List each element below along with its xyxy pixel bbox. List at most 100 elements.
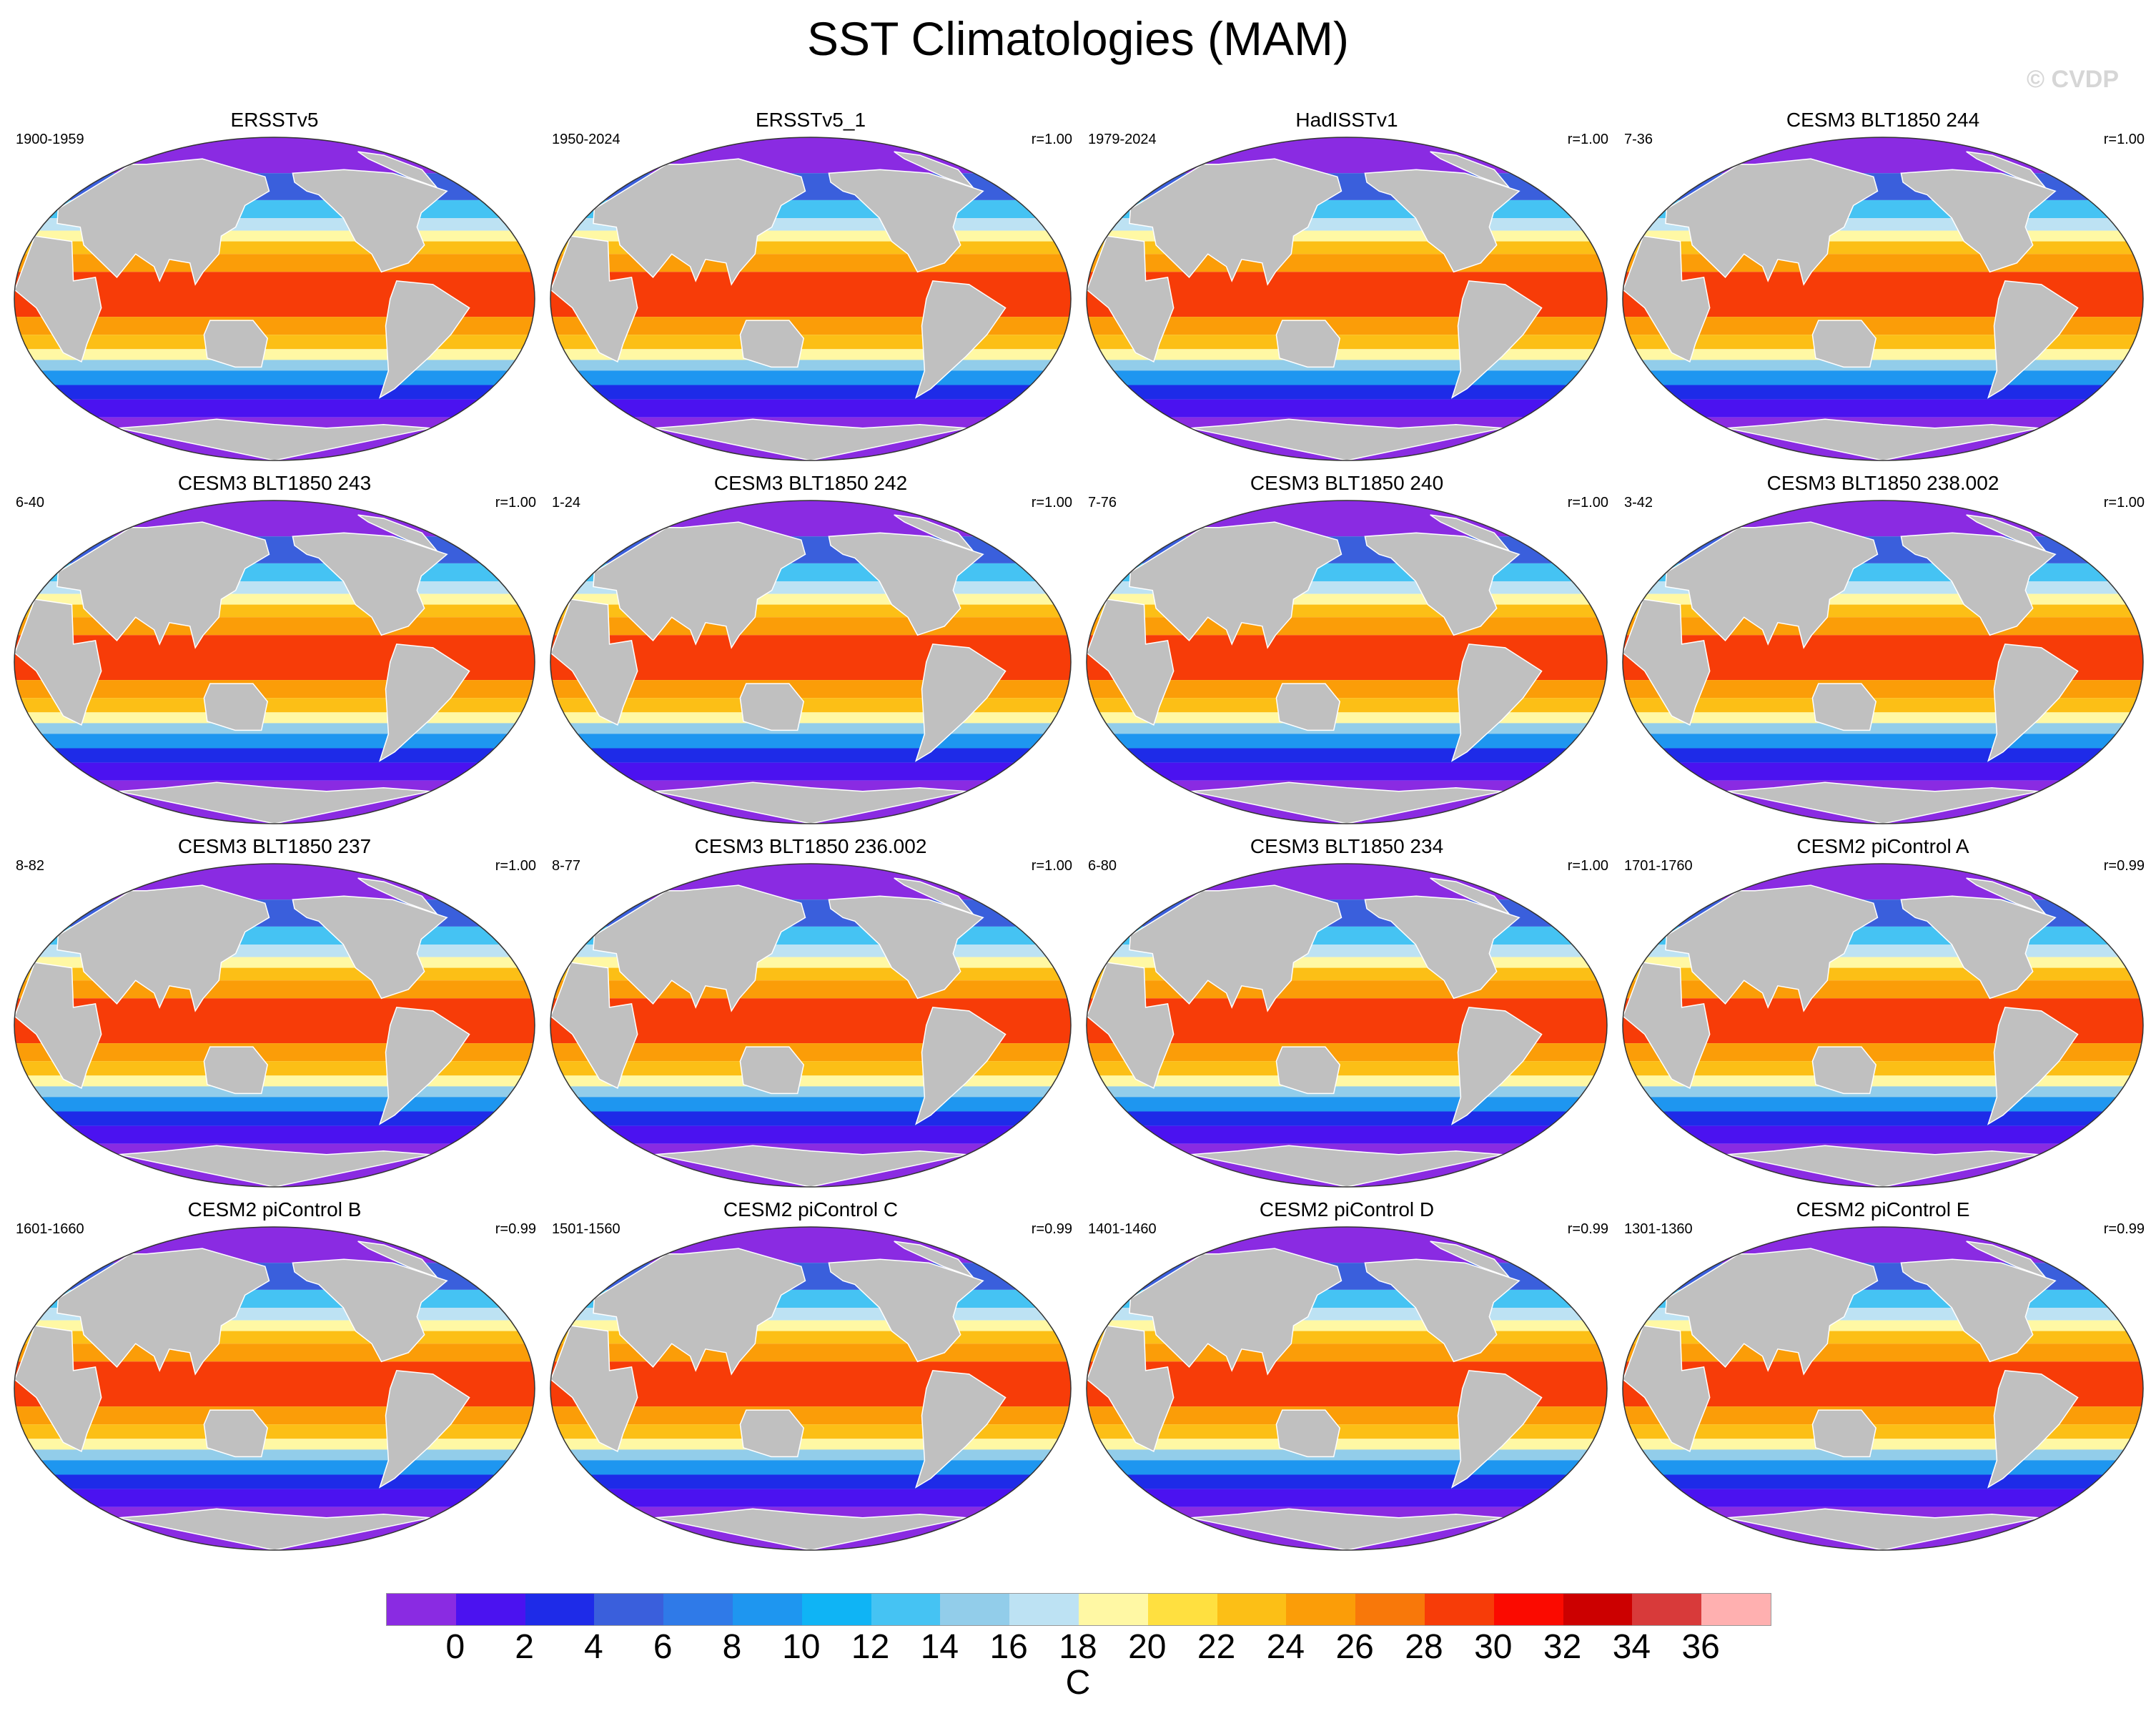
- colorbar-tick-label: 0: [445, 1628, 465, 1666]
- south-america-land: [914, 280, 1007, 399]
- sst-band: [1623, 1097, 2143, 1112]
- asia-europe-land: [1129, 158, 1342, 286]
- australia-land: [1275, 1046, 1341, 1095]
- north-america-land: [292, 895, 448, 1000]
- greenland-land: [1966, 877, 2047, 915]
- north-america-land: [1900, 532, 2057, 636]
- sst-map: [1622, 137, 2144, 461]
- australia-land: [1275, 320, 1341, 368]
- sst-band: [1623, 1474, 2143, 1489]
- sst-band: [550, 617, 1071, 636]
- sst-band: [1623, 712, 2143, 724]
- colorbar-segment: [455, 1594, 525, 1625]
- asia-europe-land: [1665, 1248, 1879, 1376]
- south-america-land: [1987, 1007, 2079, 1125]
- panel-title: CESM2 piControl D: [1259, 1198, 1435, 1221]
- figure-title: SST Climatologies (MAM): [807, 12, 1349, 65]
- sst-band: [14, 1439, 535, 1450]
- colorbar-ticks: 0 2 4 6 8 10 12 14 16 18 20 22 24 26 28 30 32 34 36: [386, 1627, 1770, 1670]
- sst-band: [550, 1227, 1071, 1263]
- panel-title: CESM3 BLT1850 244: [1786, 109, 1980, 131]
- antarctica-land: [654, 1508, 967, 1550]
- north-america-land: [1900, 895, 2057, 1000]
- africa-land: [1623, 1325, 1711, 1452]
- sst-band: [1087, 349, 1607, 360]
- panel-title: CESM2 piControl E: [1796, 1198, 1970, 1221]
- greenland-land: [1966, 514, 2047, 552]
- map-outline: [14, 500, 535, 824]
- australia-land: [739, 1409, 805, 1458]
- sst-band: [1623, 1086, 2143, 1098]
- south-america-land: [378, 280, 470, 399]
- colorbar: [386, 1593, 1771, 1626]
- antarctica-land: [118, 781, 431, 824]
- colorbar-segment: [801, 1594, 871, 1625]
- panel-correlation: r=0.99: [2103, 1221, 2145, 1237]
- panel-title: HadISSTv1: [1295, 109, 1398, 131]
- sst-band: [1087, 1075, 1607, 1087]
- sst-band: [550, 748, 1071, 763]
- panel-title: CESM2 piControl A: [1796, 835, 1969, 857]
- sst-map: [1086, 500, 1608, 824]
- antarctica-land: [118, 1508, 431, 1550]
- south-america-land: [378, 1370, 470, 1489]
- antarctica-land: [1726, 1145, 2039, 1187]
- sst-map: [550, 137, 1072, 461]
- africa-land: [550, 962, 638, 1089]
- sst-band: [1087, 734, 1607, 749]
- panel-period: 8-82: [16, 858, 45, 874]
- panel-title: CESM3 BLT1850 240: [1250, 472, 1444, 494]
- sst-band: [14, 1111, 535, 1126]
- africa-land: [14, 962, 102, 1089]
- map-panel: CESM3 BLT1850 240 7-76 r=1.00: [1078, 472, 1616, 829]
- sst-band: [550, 1489, 1071, 1507]
- sst-band: [1623, 723, 2143, 734]
- sst-band: [1087, 712, 1607, 724]
- map-outline: [1086, 137, 1608, 461]
- colorbar-tick-label: 20: [1128, 1628, 1167, 1666]
- panel-correlation: r=0.99: [1567, 1221, 1608, 1237]
- north-america-land: [828, 1258, 984, 1363]
- colorbar-tick-label: 8: [722, 1628, 742, 1666]
- colorbar-tick-label: 30: [1474, 1628, 1513, 1666]
- africa-land: [1623, 962, 1711, 1089]
- map-outline: [1622, 1226, 2144, 1551]
- sst-map: [1622, 863, 2144, 1188]
- sst-band: [14, 349, 535, 360]
- sst-band: [1623, 137, 2143, 174]
- panel-title: CESM2 piControl B: [187, 1198, 362, 1221]
- sst-band: [1623, 1075, 2143, 1087]
- sst-band: [1623, 1439, 2143, 1450]
- sst-band: [550, 1086, 1071, 1098]
- antarctica-land: [118, 418, 431, 460]
- asia-europe-land: [1665, 884, 1879, 1012]
- colorbar-segment: [1493, 1594, 1563, 1625]
- south-america-land: [1450, 1370, 1543, 1489]
- greenland-land: [1430, 514, 1511, 552]
- colorbar-segment: [1217, 1594, 1287, 1625]
- north-america-land: [1900, 169, 2057, 273]
- sst-band: [14, 370, 535, 385]
- map-outline: [550, 1226, 1072, 1551]
- sst-band: [14, 1460, 535, 1475]
- colorbar-segment: [732, 1594, 802, 1625]
- antarctica-land: [654, 1145, 967, 1187]
- panel-period: 1701-1760: [1624, 858, 1693, 874]
- africa-land: [550, 1325, 638, 1452]
- north-america-land: [1364, 1258, 1520, 1363]
- sst-band: [1623, 500, 2143, 537]
- asia-europe-land: [1129, 884, 1342, 1012]
- sst-band: [14, 1086, 535, 1098]
- australia-land: [739, 1046, 805, 1095]
- greenland-land: [1430, 1241, 1511, 1278]
- north-america-land: [1900, 1258, 2057, 1363]
- sst-band: [550, 500, 1071, 537]
- sst-map: [1086, 137, 1608, 461]
- panel-period: 6-80: [1088, 858, 1117, 874]
- asia-europe-land: [56, 158, 270, 286]
- sst-band: [1623, 370, 2143, 385]
- sst-band: [1087, 1227, 1607, 1263]
- map-panel: CESM3 BLT1850 236.002 8-77 r=1.00: [542, 835, 1079, 1193]
- sst-band: [1087, 399, 1607, 418]
- map-panel: CESM2 piControl D 1401-1460 r=0.99: [1078, 1198, 1616, 1556]
